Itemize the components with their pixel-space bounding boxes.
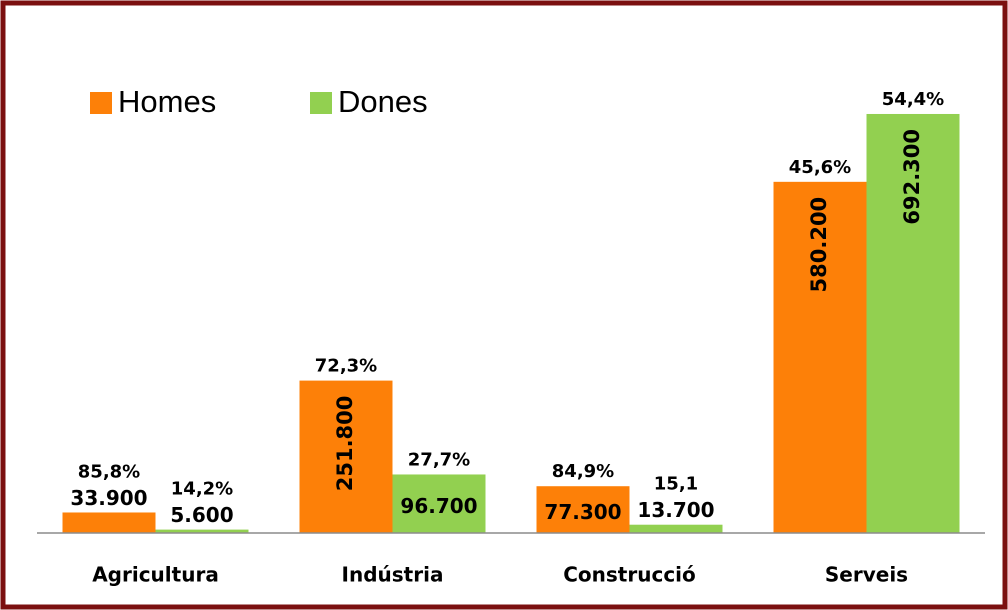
- x-tick-label: Construcció: [563, 563, 696, 587]
- bar: [773, 181, 867, 534]
- legend-label: Dones: [338, 84, 428, 119]
- value-label: 33.900: [70, 486, 147, 510]
- value-label: 692.300: [900, 129, 924, 225]
- legend-swatch: [310, 92, 332, 114]
- share-label: 84,9%: [552, 461, 614, 482]
- value-label: 5.600: [170, 503, 233, 527]
- value-label: 251.800: [333, 396, 357, 492]
- legend-swatch: [90, 92, 112, 114]
- value-label: 77.300: [544, 500, 621, 524]
- bar: [629, 524, 723, 533]
- share-label: 54,4%: [882, 89, 944, 110]
- bar: [536, 486, 630, 533]
- share-label: 14,2%: [171, 479, 233, 500]
- x-tick-label: Serveis: [825, 563, 908, 587]
- share-label: 45,6%: [789, 157, 851, 178]
- bar: [299, 380, 393, 533]
- value-label: 580.200: [807, 197, 831, 293]
- bar: [392, 474, 486, 533]
- share-label: 27,7%: [408, 449, 470, 470]
- value-label: 96.700: [400, 494, 477, 518]
- value-label: 13.700: [637, 498, 714, 522]
- share-label: 72,3%: [315, 356, 377, 377]
- share-label: 15,1: [654, 474, 698, 495]
- share-label: 85,8%: [78, 461, 140, 482]
- x-tick-label: Indústria: [342, 563, 444, 587]
- bar: [62, 512, 156, 533]
- legend-label: Homes: [118, 84, 216, 119]
- bar: [866, 113, 960, 533]
- x-tick-label: Agricultura: [92, 563, 219, 587]
- bar: [155, 529, 249, 533]
